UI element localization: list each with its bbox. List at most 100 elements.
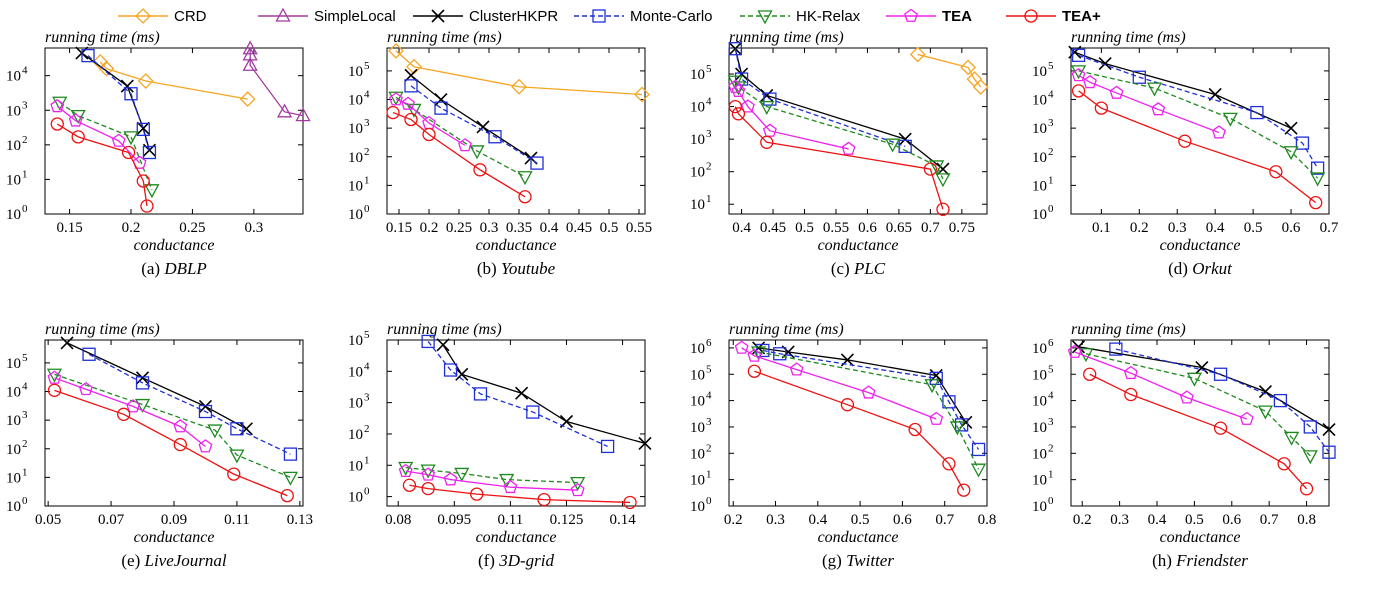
x-tick-label: 0.7	[935, 512, 954, 528]
data-point	[763, 92, 777, 106]
data-point	[1299, 482, 1314, 496]
legend-item-crd: CRD	[118, 8, 207, 25]
x-axis-title: conductance	[476, 529, 557, 546]
x-tick-label: 0.14	[609, 512, 636, 528]
y-tick-label: 103	[348, 117, 370, 137]
x-axis-title: conductance	[1160, 529, 1241, 546]
data-point	[861, 385, 876, 399]
chart-panel-twitter: running time (ms) 100 101 102 103 104 105 106 0.…	[690, 321, 996, 570]
data-point	[473, 163, 487, 177]
y-tick-label: 102	[348, 423, 370, 443]
x-tick-label: 0.7	[1260, 512, 1279, 528]
data-point	[443, 472, 458, 486]
data-point	[751, 346, 767, 361]
data-point	[132, 155, 147, 169]
y-tick-label: 105	[348, 60, 370, 80]
x-tick-label: 0.45	[760, 220, 786, 236]
x-tick-label: 0.3	[480, 220, 499, 236]
y-tick-label: 101	[690, 469, 712, 489]
data-point	[972, 79, 989, 95]
x-tick-label: 0.55	[626, 220, 652, 236]
data-point	[421, 467, 436, 481]
x-tick-label: 0.1	[1092, 220, 1111, 236]
series-line	[1078, 74, 1220, 134]
y-tick-label: 104	[1032, 390, 1054, 410]
series-crd	[92, 53, 256, 108]
legend-marker	[431, 9, 445, 23]
data-point	[740, 99, 755, 113]
y-tick-label: 102	[6, 438, 28, 458]
chart-panel-dblp: running time (ms) 100 101 102 103 104 0.15 0.2 0…	[6, 29, 311, 278]
data-point	[406, 58, 422, 75]
data-point	[239, 91, 256, 108]
data-point	[117, 407, 131, 421]
series-tea-	[728, 99, 950, 216]
x-tick-label: 0.3	[1168, 220, 1187, 236]
x-tick-label: 0.5	[851, 512, 870, 528]
data-point	[1322, 422, 1336, 437]
y-tick-label: 105	[1032, 363, 1054, 383]
series-line	[762, 349, 980, 450]
data-point	[126, 399, 141, 413]
x-tick-label: 0.4	[732, 220, 751, 236]
x-tick-label: 0.2	[1073, 512, 1092, 528]
x-tick-label: 0.4	[540, 220, 559, 236]
series-tea-	[402, 478, 637, 510]
plot-frame	[728, 47, 988, 215]
data-point	[1146, 82, 1163, 97]
y-tick-label: 101	[1032, 469, 1054, 489]
series-hk-relax	[52, 96, 160, 199]
panel-caption: (a) DBLP	[141, 259, 207, 278]
series-tea	[728, 79, 856, 155]
y-axis-title: running time (ms)	[45, 321, 160, 338]
plot-frame	[728, 339, 988, 507]
data-point	[124, 87, 138, 101]
series-line	[405, 470, 578, 491]
y-tick-label: 103	[6, 409, 28, 429]
data-point	[728, 42, 742, 56]
series-line	[87, 55, 151, 153]
x-tick-label: 0.3	[766, 512, 785, 528]
y-axis-title: running time (ms)	[1071, 321, 1186, 338]
chart-panels: running time (ms) 100 101 102 103 104 0.15 0.2 0…	[6, 29, 1339, 570]
x-tick-label: 0.11	[224, 512, 250, 528]
panel-caption: (e) LiveJournal	[121, 551, 227, 570]
y-tick-label: 104	[6, 65, 28, 85]
y-tick-label: 100	[348, 486, 370, 506]
x-tick-label: 0.35	[506, 220, 532, 236]
x-tick-label: 0.4	[1206, 220, 1225, 236]
data-point	[1151, 102, 1166, 116]
series-hk-relax	[46, 368, 299, 486]
y-tick-label: 101	[690, 193, 712, 213]
x-axis-title: conductance	[134, 529, 215, 546]
plot-frame	[44, 47, 304, 215]
x-tick-label: 0.15	[56, 220, 82, 236]
series-monte-carlo	[1109, 342, 1336, 459]
panel-caption: (b) Youtube	[477, 259, 556, 278]
data-point	[1071, 340, 1086, 354]
chart-panel-friendster: running time (ms) 100 101 102 103 104 105 106 0.…	[1032, 321, 1336, 570]
series-line	[427, 341, 608, 448]
x-tick-label: 0.8	[978, 512, 997, 528]
data-point	[1071, 68, 1086, 82]
y-tick-label: 100	[6, 203, 28, 223]
data-point	[526, 405, 540, 419]
y-tick-label: 104	[690, 390, 712, 410]
plot-frame	[1070, 339, 1330, 507]
series-crd	[388, 42, 650, 103]
data-point	[728, 79, 743, 93]
series-monte-carlo	[1071, 48, 1325, 175]
series-tea	[389, 92, 472, 152]
x-axis-title: conductance	[134, 237, 215, 254]
legend-label: Monte-Carlo	[630, 8, 713, 25]
series-line	[54, 377, 206, 447]
series-tea-	[386, 105, 532, 204]
data-point	[1284, 121, 1298, 135]
data-point	[909, 46, 926, 63]
data-point	[230, 422, 244, 436]
data-point	[276, 103, 293, 118]
data-point	[924, 379, 940, 394]
data-point	[386, 105, 400, 120]
data-point	[135, 371, 150, 385]
data-point	[789, 362, 804, 376]
